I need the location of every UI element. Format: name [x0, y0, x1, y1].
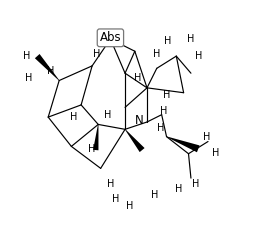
Text: H: H — [88, 144, 96, 154]
Text: H: H — [152, 49, 160, 59]
Text: H: H — [25, 73, 32, 83]
Text: H: H — [104, 110, 111, 120]
Text: H: H — [191, 179, 199, 189]
Text: H: H — [160, 106, 167, 116]
Text: H: H — [93, 49, 100, 59]
Polygon shape — [166, 136, 199, 152]
Polygon shape — [93, 124, 98, 150]
Text: Abs: Abs — [99, 31, 121, 44]
Text: H: H — [186, 34, 194, 44]
Text: N: N — [135, 114, 144, 127]
Text: H: H — [163, 37, 171, 46]
Text: H: H — [150, 190, 157, 200]
Text: H: H — [47, 66, 54, 76]
Text: H: H — [174, 184, 182, 194]
Text: H: H — [70, 112, 77, 122]
Text: H: H — [202, 132, 210, 142]
Polygon shape — [124, 129, 144, 152]
Text: H: H — [133, 73, 140, 83]
Text: H: H — [126, 201, 133, 211]
Text: H: H — [194, 51, 201, 61]
Text: H: H — [22, 51, 30, 61]
Text: H: H — [111, 194, 119, 204]
Polygon shape — [35, 54, 59, 81]
Text: H: H — [162, 90, 170, 100]
Text: H: H — [156, 123, 164, 133]
Text: H: H — [106, 179, 114, 189]
Text: H: H — [211, 148, 218, 157]
